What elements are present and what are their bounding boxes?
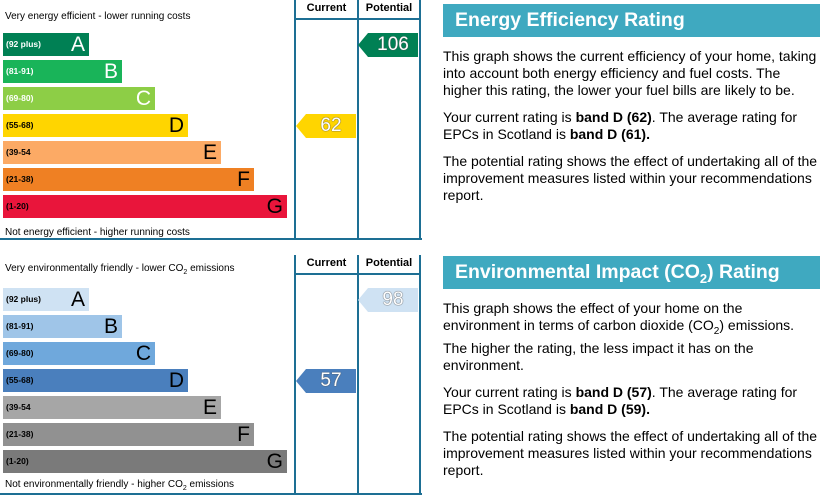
band-c: (69-80) C	[3, 87, 155, 110]
current-rating-value: 57	[320, 370, 342, 391]
band-letter: C	[135, 342, 151, 365]
current-column-header: Current	[306, 257, 347, 269]
header-rule	[294, 273, 421, 275]
header-rule	[294, 18, 421, 20]
band-letter: F	[237, 423, 250, 446]
band-range-label: (39-54	[6, 147, 31, 157]
bottom-note: Not energy efficient - higher running co…	[5, 227, 190, 238]
band-b: (81-91) B	[3, 315, 122, 338]
band-range-label: (1-20)	[6, 201, 29, 211]
panel-title: Environmental Impact (CO2) Rating	[443, 256, 820, 289]
column-divider	[357, 255, 359, 495]
chart-bottom-rule	[0, 493, 422, 495]
current-column-header: Current	[306, 2, 347, 14]
column-divider	[419, 0, 421, 240]
band-a: (92 plus) A	[3, 33, 89, 56]
band-letter: E	[202, 141, 217, 164]
band-letter: D	[168, 114, 184, 137]
band-range-label: (92 plus)	[6, 294, 41, 304]
panel-description: This graph shows the current efficiency …	[443, 48, 817, 98]
band-g: (1-20) G	[3, 450, 287, 473]
top-note: Very energy efficient - lower running co…	[5, 11, 191, 22]
band-range-label: (55-68)	[6, 120, 34, 130]
potential-rating-value: 106	[377, 34, 409, 55]
band-range-label: (69-80)	[6, 348, 34, 358]
energy-rating-panel: Energy Efficiency Rating This graph show…	[443, 4, 820, 204]
band-range-label: (39-54	[6, 402, 31, 412]
band-e: (39-54 E	[3, 141, 221, 164]
band-a: (92 plus) A	[3, 288, 89, 311]
current-rating-arrow: 57	[296, 369, 356, 393]
band-letter: F	[237, 168, 250, 191]
top-note: Very environmentally friendly - lower CO…	[5, 263, 235, 276]
band-letter: B	[103, 60, 118, 83]
band-e: (39-54 E	[3, 396, 221, 419]
column-divider	[294, 255, 296, 495]
band-letter: A	[70, 288, 85, 311]
potential-rating-value: 98	[382, 289, 404, 310]
band-b: (81-91) B	[3, 60, 122, 83]
band-range-label: (92 plus)	[6, 39, 41, 49]
band-range-label: (21-38)	[6, 174, 34, 184]
potential-rating-arrow: 106	[358, 33, 418, 57]
band-letter: G	[266, 450, 283, 473]
band-letter: C	[135, 87, 151, 110]
band-range-label: (81-91)	[6, 66, 34, 76]
potential-column-header: Potential	[365, 257, 413, 269]
current-rating-arrow: 62	[296, 114, 356, 138]
band-letter: E	[202, 396, 217, 419]
column-divider	[419, 255, 421, 495]
potential-column-header: Potential	[365, 2, 413, 14]
band-d: (55-68) D	[3, 369, 188, 392]
band-letter: A	[70, 33, 85, 56]
potential-rating-text: The potential rating shows the effect of…	[443, 427, 818, 478]
band-range-label: (21-38)	[6, 429, 34, 439]
band-range-label: (81-91)	[6, 321, 34, 331]
current-rating-text: Your current rating is band D (57). The …	[443, 383, 798, 417]
band-range-label: (1-20)	[6, 456, 29, 466]
environment-rating-panel: Environmental Impact (CO2) Rating This g…	[443, 256, 820, 479]
bottom-note: Not environmentally friendly - higher CO…	[5, 479, 235, 492]
band-letter: D	[168, 369, 184, 392]
potential-rating-text: The potential rating shows the effect of…	[443, 153, 818, 203]
band-c: (69-80) C	[3, 342, 155, 365]
band-d: (55-68) D	[3, 114, 188, 137]
panel-title: Energy Efficiency Rating	[443, 4, 820, 37]
band-g: (1-20) G	[3, 195, 287, 218]
band-f: (21-38) F	[3, 423, 254, 446]
current-rating-text: Your current rating is band D (62). The …	[443, 109, 798, 142]
energy-efficiency-chart: Current Potential Very energy efficient …	[0, 0, 422, 240]
column-divider	[357, 0, 359, 240]
band-letter: G	[266, 195, 283, 218]
panel-description: This graph shows the effect of your home…	[443, 300, 795, 373]
band-range-label: (55-68)	[6, 375, 34, 385]
current-rating-value: 62	[320, 115, 342, 136]
band-range-label: (69-80)	[6, 93, 34, 103]
environmental-impact-chart: Current Potential Very environmentally f…	[0, 255, 422, 495]
band-letter: B	[103, 315, 118, 338]
column-divider	[294, 0, 296, 240]
chart-bottom-rule	[0, 238, 422, 240]
potential-rating-arrow: 98	[358, 288, 418, 312]
band-f: (21-38) F	[3, 168, 254, 191]
